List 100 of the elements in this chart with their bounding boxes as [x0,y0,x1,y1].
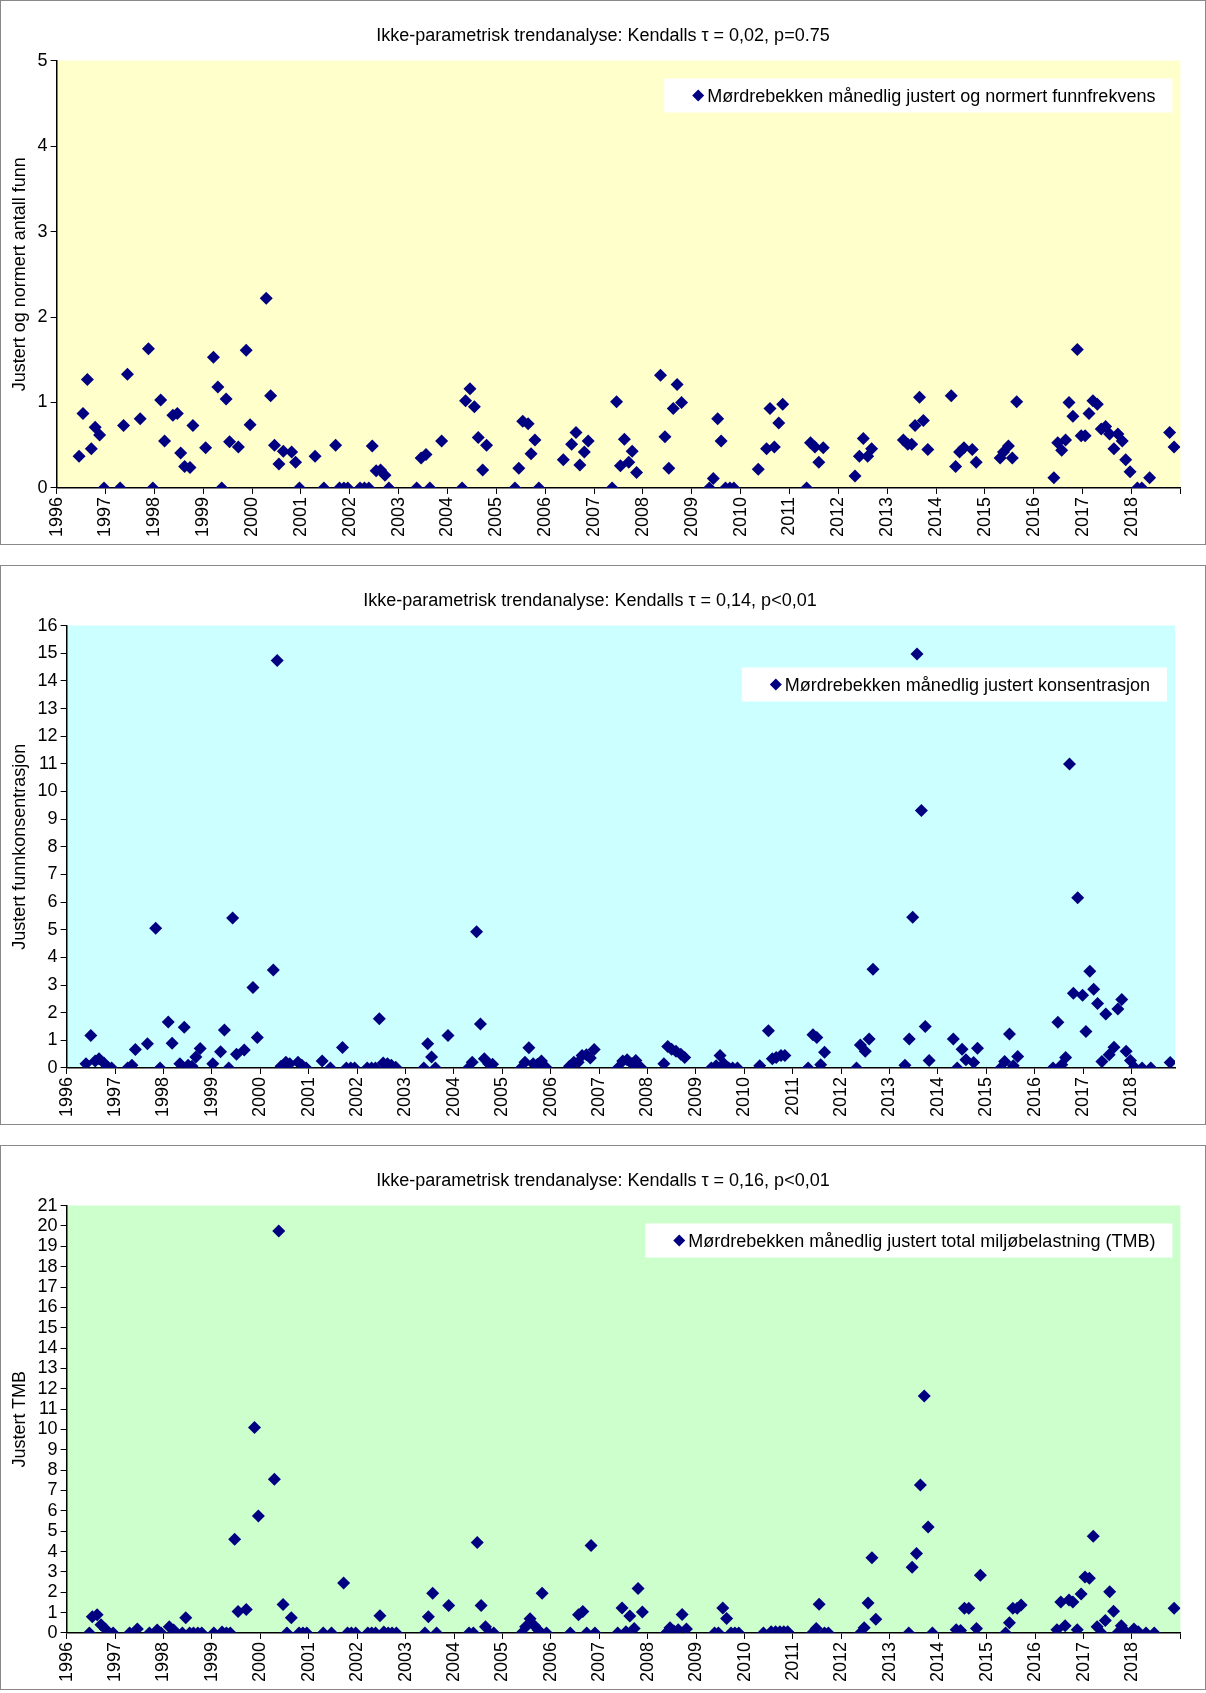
x-tick-label: 2004 [436,496,457,537]
x-tick-label: 2004 [442,1076,463,1117]
x-tick-label: 2005 [491,1076,512,1117]
x-tick-label: 2006 [534,496,555,537]
x-tick-label: 2009 [680,496,701,537]
x-tick-label: 2000 [241,496,262,537]
x-tick-label: 2012 [830,1076,850,1117]
y-tick-label: 0 [37,476,48,497]
x-tick-label: 2018 [1120,1076,1141,1117]
y-tick-label: 9 [47,1438,58,1459]
x-tick-label: 2016 [1023,1076,1044,1117]
y-tick-label: 8 [47,835,58,856]
y-tick-label: 21 [37,1194,58,1215]
x-tick-label: 2017 [1072,1076,1093,1117]
y-tick-label: 4 [47,946,58,967]
y-tick-label: 7 [47,1479,58,1500]
y-tick-label: 5 [47,918,58,939]
y-tick-label: 1 [47,1601,58,1622]
x-tick-label: 2011 [778,496,799,536]
y-tick-label: 0 [47,1621,58,1642]
y-tick-label: 13 [37,697,58,718]
x-tick-label: 1997 [103,1076,124,1117]
x-tick-label: 2004 [442,1641,463,1682]
x-tick-label: 1999 [200,1641,221,1682]
x-tick-label: 1997 [94,496,115,537]
x-tick-label: 1999 [200,1076,221,1117]
y-tick-label: 1 [37,391,48,412]
x-tick-label: 1998 [152,1076,173,1117]
y-tick-label: 7 [47,863,58,884]
y-tick-label: 2 [47,1001,58,1022]
x-tick-label: 2012 [830,1641,851,1682]
x-tick-label: 2007 [588,1641,609,1682]
x-tick-label: 2000 [249,1641,270,1682]
x-tick-label: 2000 [249,1076,270,1117]
legend-label: Mørdrebekken månedlig justert konsentrasjon [784,674,1151,695]
y-tick-label: 17 [37,1275,58,1296]
y-tick-label: 11 [38,752,58,773]
y-tick-label: 20 [37,1214,58,1235]
y-tick-label: 2 [37,305,48,326]
x-tick-label: 2013 [878,1641,899,1682]
x-tick-label: 2016 [1022,496,1043,537]
x-tick-label: 2018 [1120,496,1141,537]
x-tick-label: 2006 [539,1641,560,1682]
x-tick-label: 2003 [387,496,408,537]
y-tick-label: 5 [37,49,48,70]
y-tick-label: 2 [47,1581,58,1602]
y-tick-label: 6 [47,1499,58,1520]
x-tick-label: 2017 [1072,1641,1093,1682]
x-tick-label: 1998 [152,1641,173,1682]
y-tick-label: 15 [37,642,58,663]
x-tick-label: 2001 [297,1641,318,1682]
y-tick-label: 18 [37,1255,58,1276]
y-tick-label: 8 [47,1459,58,1480]
y-tick-label: 5 [47,1520,58,1541]
legend-label: Mørdrebekken månedlig justert total miljøbelastning (TMB) [688,1230,1156,1251]
x-tick-label: 2017 [1071,496,1092,537]
x-tick-label: 2003 [394,1641,415,1682]
x-tick-label: 2015 [973,496,994,537]
y-tick-label: 13 [37,1357,58,1378]
x-tick-label: 1999 [192,496,213,537]
x-tick-label: 2015 [975,1076,996,1117]
y-tick-label: 16 [37,1296,58,1317]
x-tick-label: 1998 [143,496,164,537]
x-tick-label: 2008 [636,1076,657,1117]
x-tick-label: 2013 [878,1076,899,1117]
x-tick-label: 2010 [729,496,750,537]
y-tick-label: 12 [37,1377,58,1398]
x-tick-label: 2005 [485,496,506,537]
x-tick-label: 2001 [289,496,310,537]
y-tick-label: 9 [47,808,58,829]
x-tick-label: 2011 [781,1641,802,1681]
x-tick-label: 2002 [346,1641,367,1682]
y-tick-label: 19 [37,1235,58,1256]
x-tick-label: 2008 [636,1641,657,1682]
y-tick-label: 15 [37,1316,58,1337]
y-tick-label: 4 [37,135,48,156]
x-tick-label: 2014 [925,496,946,537]
y-tick-label: 3 [47,1560,58,1581]
x-tick-label: 2009 [684,1076,705,1117]
legend-label: Mørdrebekken månedlig justert og normert funnfrekvens [707,85,1156,106]
y-tick-label: 4 [47,1540,58,1561]
y-axis-title: Justert funnkonsentrasjon [8,743,29,950]
y-tick-label: 3 [47,973,58,994]
x-tick-label: 1996 [45,496,66,537]
y-tick-label: 11 [38,1398,58,1419]
y-axis-title: Justert TMB [8,1370,29,1468]
y-tick-label: 10 [37,1418,58,1439]
y-tick-label: 14 [37,669,58,690]
x-tick-label: 2018 [1120,1641,1141,1682]
x-tick-label: 1996 [55,1641,76,1682]
x-tick-label: 2012 [827,496,848,537]
x-tick-label: 2001 [297,1076,318,1117]
x-tick-label: 2002 [346,1076,366,1117]
x-tick-label: 2002 [338,496,359,537]
chart-title: Ikke-parametrisk trendanalyse: Kendalls τ = 0,14, p<0,01 [363,589,817,610]
y-tick-label: 3 [37,220,48,241]
x-tick-label: 2009 [685,1641,706,1682]
y-tick-label: 16 [37,614,58,635]
x-tick-label: 2008 [631,496,652,537]
y-axis-title: Justert og normert antall funn [8,157,29,392]
